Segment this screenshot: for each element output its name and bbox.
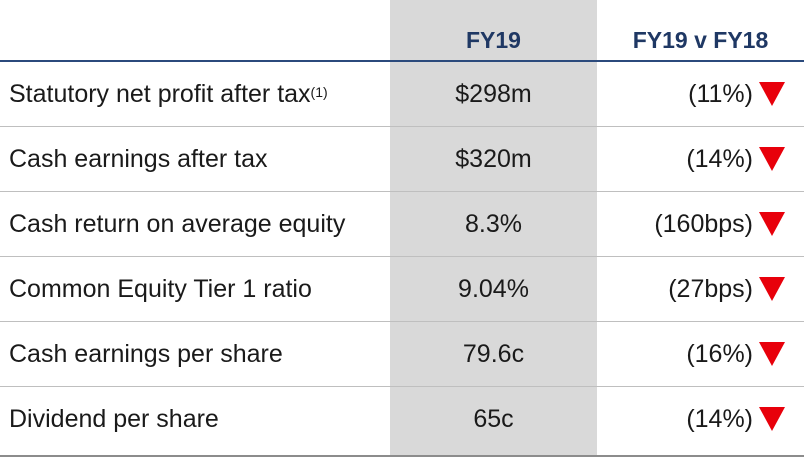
- down-triangle-icon: [757, 62, 787, 126]
- row-change: (11%): [688, 79, 753, 108]
- row-value: 79.6c: [462, 339, 525, 368]
- row-label: Cash earnings after tax: [9, 144, 268, 173]
- down-triangle-icon: [757, 387, 787, 451]
- down-triangle-icon: [757, 127, 787, 191]
- down-triangle-icon: [757, 257, 787, 321]
- table-row: Dividend per share 65c (14%): [0, 387, 804, 452]
- row-change: (14%): [686, 404, 753, 433]
- table-row: Cash earnings after tax $320m (14%): [0, 127, 804, 192]
- fy19-column-highlight: [390, 0, 597, 456]
- row-label: Dividend per share: [9, 404, 219, 433]
- header-fy19: FY19: [466, 27, 521, 53]
- row-label-text: Statutory net profit after tax: [9, 79, 311, 108]
- row-label: Common Equity Tier 1 ratio: [9, 274, 312, 303]
- table-row: Statutory net profit after tax (1) $298m …: [0, 62, 804, 127]
- row-value: 9.04%: [458, 274, 529, 303]
- down-triangle-icon: [757, 192, 787, 256]
- row-label: Cash earnings per share: [9, 339, 283, 368]
- table-row: Cash earnings per share 79.6c (16%): [0, 322, 804, 387]
- header-divider: [0, 60, 804, 62]
- footnote-marker: (1): [310, 84, 328, 100]
- table-row: Common Equity Tier 1 ratio 9.04% (27bps): [0, 257, 804, 322]
- row-divider: [0, 386, 804, 387]
- table-bottom-border: [0, 455, 804, 457]
- row-value: 65c: [473, 404, 514, 433]
- row-divider: [0, 191, 804, 192]
- row-value: $320m: [455, 144, 532, 173]
- row-label: Statutory net profit after tax (1): [9, 62, 389, 126]
- row-change: (160bps): [654, 209, 753, 238]
- table-row: Cash return on average equity 8.3% (160b…: [0, 192, 804, 257]
- table-header: FY19 FY19 v FY18: [0, 0, 804, 60]
- row-divider: [0, 321, 804, 322]
- row-divider: [0, 126, 804, 127]
- row-change: (14%): [686, 144, 753, 173]
- row-change: (16%): [686, 339, 753, 368]
- row-value: $298m: [455, 79, 532, 108]
- row-label: Cash return on average equity: [9, 209, 346, 238]
- row-divider: [0, 256, 804, 257]
- down-triangle-icon: [757, 322, 787, 386]
- row-change: (27bps): [668, 274, 753, 303]
- row-value: 8.3%: [465, 209, 522, 238]
- header-fy19-v-fy18: FY19 v FY18: [632, 27, 769, 53]
